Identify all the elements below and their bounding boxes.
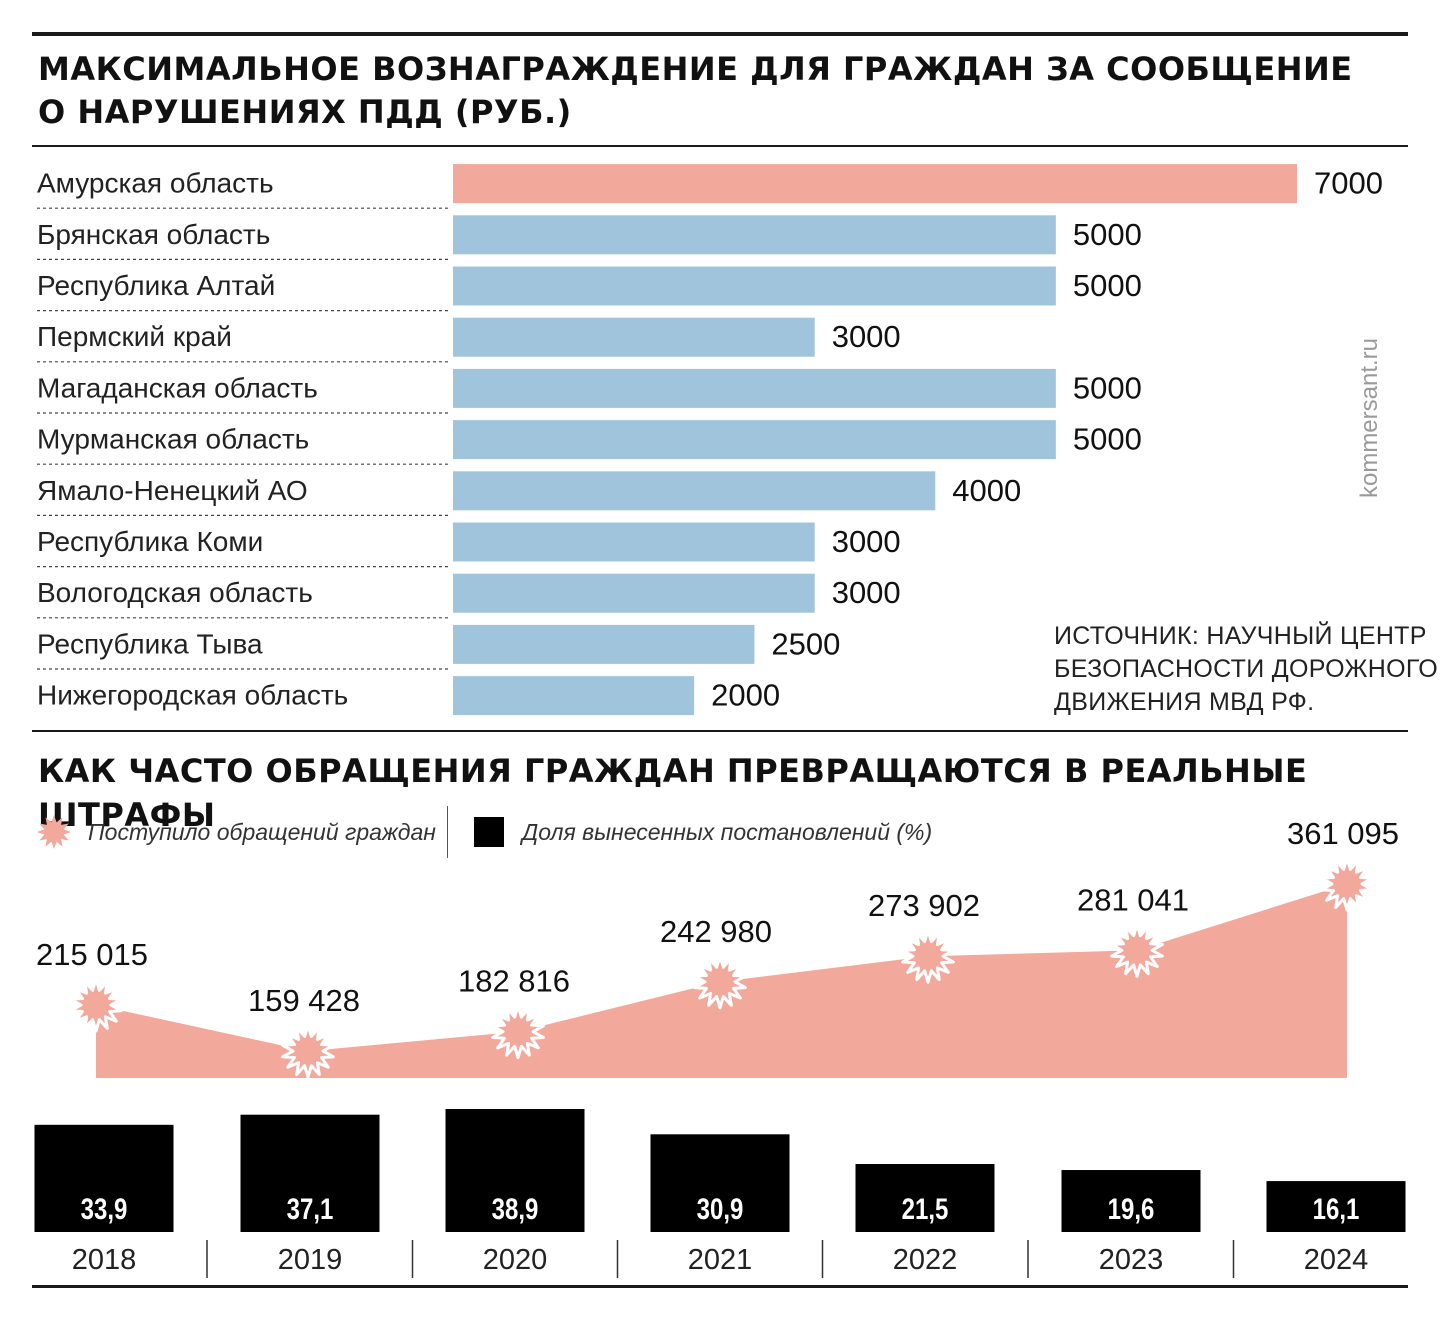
legend-item-appeals: Поступило обращений граждан [36,806,436,858]
appeals-value-label: 159 428 [248,983,360,1018]
reward-bar [453,676,695,716]
appeals-marker [281,1023,335,1079]
share-bar [1061,1170,1201,1232]
region-label: Республика Тыва [37,628,263,659]
legend-label-appeals: Поступило обращений граждан [88,818,436,845]
reward-value-label: 5000 [1073,370,1142,405]
reward-bar [453,266,1056,306]
region-label: Магаданская область [37,372,318,403]
reward-value-label: 3000 [832,575,901,610]
share-bar [445,1109,585,1232]
share-value-label: 19,6 [1108,1191,1155,1225]
year-label: 2024 [1304,1244,1369,1276]
region-label: Пермский край [37,321,232,352]
share-value-label: 38,9 [492,1191,539,1225]
reward-bar-chart: Амурская область 7000 Брянская область 5000… [37,164,1383,716]
section-divider-rule [32,730,1408,732]
reward-value-label: 7000 [1314,166,1383,201]
reward-value-label: 5000 [1073,268,1142,303]
reward-value-label: 5000 [1073,422,1142,457]
appeals-marker [69,977,123,1033]
section1-title-rule [32,145,1408,147]
appeals-marker [693,954,747,1010]
year-label: 2022 [893,1244,958,1276]
source-note: ИСТОЧНИК: НАУЧНЫЙ ЦЕНТР БЕЗОПАСНОСТИ ДОР… [1054,620,1438,719]
share-bar [240,1114,380,1232]
appeals-value-label: 273 902 [868,888,980,923]
region-label: Нижегородская область [37,680,348,711]
region-label: Ямало-Ненецкий АО [37,475,308,506]
credit-label: kommersant.ru [1330,318,1410,518]
year-label: 2018 [72,1244,137,1276]
appeals-value-label: 242 980 [660,914,772,949]
year-label: 2020 [483,1244,548,1276]
appeals-marker [901,928,955,984]
year-label: 2021 [688,1244,753,1276]
appeals-value-label: 215 015 [36,937,148,972]
appeals-marker [1110,922,1164,978]
share-value-label: 37,1 [287,1191,334,1225]
legend-separator [447,806,448,858]
reward-value-label: 2500 [771,626,840,661]
region-label: Республика Коми [37,526,263,557]
source-line-2: БЕЗОПАСНОСТИ ДОРОЖНОГО [1054,655,1439,683]
top-rule [32,32,1408,36]
year-label: 2023 [1099,1244,1164,1276]
region-label: Брянская область [37,219,270,250]
legend-label-share: Доля вынесенных постановлений (%) [522,818,933,845]
region-label: Мурманская область [37,424,309,455]
chart1-title-line2: О НАРУШЕНИЯХ ПДД (РУБ.) [38,93,572,131]
reward-value-label: 2000 [711,678,780,713]
share-value-label: 33,9 [81,1191,128,1225]
reward-bar [453,522,815,562]
black-square-icon [474,817,504,847]
bottom-rule [32,1285,1408,1288]
reward-bar [453,420,1056,460]
share-value-label: 21,5 [902,1191,949,1225]
chart2-title: КАК ЧАСТО ОБРАЩЕНИЯ ГРАЖДАН ПРЕВРАЩАЮТСЯ… [38,752,1308,834]
reward-bar [453,215,1056,255]
reward-bar [453,471,936,511]
appeals-marker [491,1004,545,1060]
share-value-label: 16,1 [1313,1191,1360,1225]
appeals-value-label: 281 041 [1077,882,1189,917]
region-label: Амурская область [37,168,274,199]
share-value-label: 30,9 [697,1191,744,1225]
year-label: 2019 [278,1244,343,1276]
appeals-value-label: 182 816 [458,964,570,999]
credit-text: kommersant.ru [1356,337,1383,499]
reward-bar [453,624,755,664]
appeals-area [96,884,1347,1078]
source-line-3: ДВИЖЕНИЯ МВД РФ. [1054,688,1315,716]
starburst-icon [37,815,71,849]
region-label: Вологодская область [37,577,313,608]
appeals-marker [1320,856,1374,912]
reward-bar [453,368,1056,408]
reward-value-label: 5000 [1073,217,1142,252]
legend-item-share: Доля вынесенных постановлений (%) [474,806,932,858]
chart1-title-line1: МАКСИМАЛЬНОЕ ВОЗНАГРАЖДЕНИЕ ДЛЯ ГРАЖДАН … [38,50,1353,88]
share-bar [1266,1181,1406,1232]
region-label: Республика Алтай [37,270,275,301]
reward-value-label: 4000 [952,473,1021,508]
reward-bar [453,573,815,613]
reward-value-label: 3000 [832,319,901,354]
reward-value-label: 3000 [832,524,901,559]
reward-bar [453,164,1297,204]
reward-bar [453,317,815,357]
share-bar [34,1124,174,1232]
share-bar [650,1134,790,1232]
share-bar [855,1164,995,1232]
source-line-1: ИСТОЧНИК: НАУЧНЫЙ ЦЕНТР [1054,622,1427,650]
